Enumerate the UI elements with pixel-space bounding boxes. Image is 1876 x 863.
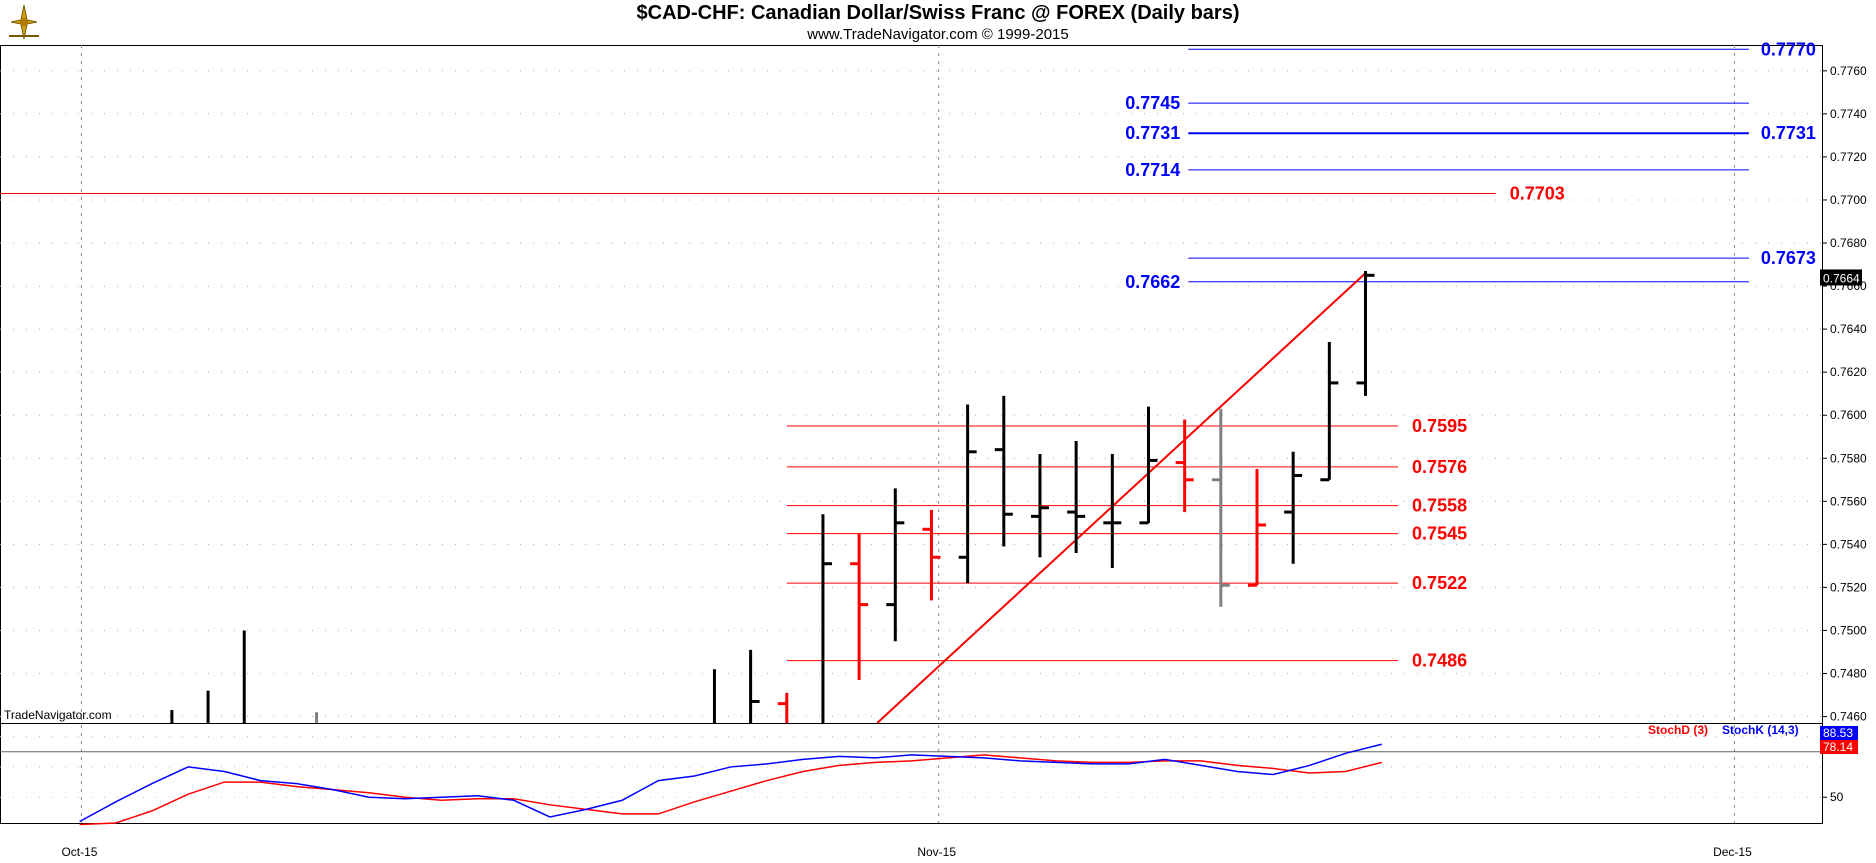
price-tick-label: 0.7500	[1830, 623, 1867, 637]
support-label: 0.7545	[1412, 524, 1467, 544]
price-tick-label: 0.7560	[1830, 494, 1867, 508]
stoch-series-line	[79, 743, 1382, 823]
last-price-label: 0.7664	[1823, 271, 1860, 285]
price-tick-label: 0.7480	[1830, 666, 1867, 680]
price-tick-label: 0.7520	[1830, 580, 1867, 594]
support-label: 0.7486	[1412, 651, 1467, 671]
price-tick-label: 0.7680	[1830, 236, 1867, 250]
price-tick-label: 0.7600	[1830, 408, 1867, 422]
resistance-label: 0.7745	[1125, 93, 1180, 113]
price-tick-label: 0.7460	[1830, 710, 1867, 724]
chart-title: $CAD-CHF: Canadian Dollar/Swiss Franc @ …	[636, 2, 1240, 24]
price-tick-label: 0.7580	[1830, 451, 1867, 465]
last-price-badge	[1820, 269, 1862, 286]
support-label: 0.7703	[1510, 184, 1565, 204]
chart-header: $CAD-CHF: Canadian Dollar/Swiss Franc @ …	[0, 0, 1876, 45]
stoch-legend-k: StochK (14,3)	[1722, 723, 1799, 737]
stoch-tick-label: 50	[1830, 790, 1844, 804]
chart-subtitle: www.TradeNavigator.com © 1999-2015	[807, 26, 1069, 43]
support-label: 0.7576	[1412, 457, 1467, 477]
date-tick-label: Oct-15	[61, 845, 97, 859]
price-tick-label: 0.7540	[1830, 537, 1867, 551]
stoch-k-badge	[1820, 726, 1858, 740]
trendline	[876, 272, 1367, 724]
resistance-label: 0.7714	[1125, 160, 1180, 180]
stoch-d-value: 78.14	[1823, 740, 1853, 754]
trade-navigator-logo-icon[interactable]	[4, 2, 44, 42]
resistance-label: 0.7673	[1761, 248, 1816, 268]
resistance-label: 0.7731	[1125, 123, 1180, 143]
price-tick-label: 0.7640	[1830, 322, 1867, 336]
price-tick-label: 0.7620	[1830, 365, 1867, 379]
stoch-panel-frame	[0, 723, 1823, 824]
resistance-label: 0.7731	[1761, 123, 1816, 143]
stoch-series-line	[79, 754, 1382, 826]
stoch-d-badge	[1820, 740, 1858, 754]
price-tick-label: 0.7740	[1830, 107, 1867, 121]
price-panel-frame	[0, 45, 1823, 724]
price-tick-label: 0.7720	[1830, 150, 1867, 164]
date-tick-label: Dec-15	[1713, 845, 1752, 859]
support-label: 0.7558	[1412, 496, 1467, 516]
resistance-label: 0.7770	[1761, 39, 1816, 59]
watermark-text: TradeNavigator.com	[4, 708, 112, 722]
support-label: 0.7522	[1412, 573, 1467, 593]
support-label: 0.7595	[1412, 416, 1467, 436]
stoch-legend-d: StochD (3)	[1648, 723, 1708, 737]
resistance-label: 0.7662	[1125, 272, 1180, 292]
price-tick-label: 0.7700	[1830, 193, 1867, 207]
stoch-k-value: 88.53	[1823, 726, 1853, 740]
date-tick-label: Nov-15	[917, 845, 956, 859]
price-tick-label: 0.7760	[1830, 64, 1867, 78]
